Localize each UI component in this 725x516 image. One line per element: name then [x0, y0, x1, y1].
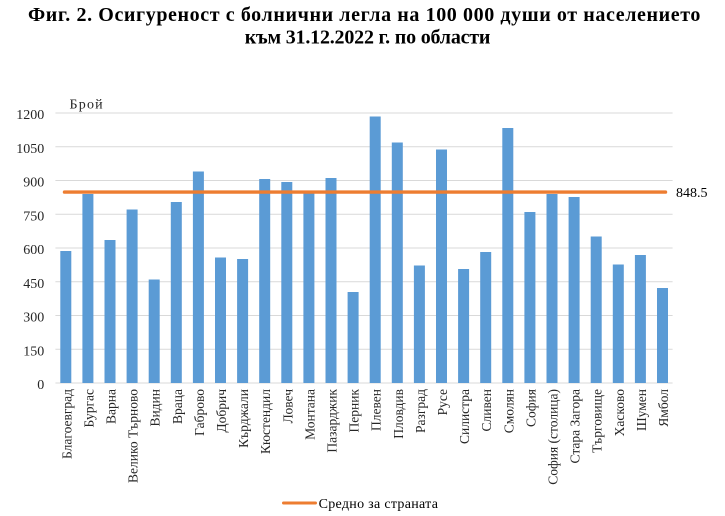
svg-text:Шумен: Шумен [634, 389, 649, 431]
svg-text:Сливен: Сливен [479, 389, 494, 431]
svg-text:Враца: Враца [170, 389, 185, 424]
svg-text:Силистра: Силистра [457, 389, 472, 444]
svg-text:Добрич: Добрич [214, 389, 229, 433]
svg-text:Русе: Русе [435, 389, 450, 415]
svg-text:Смолян: Смолян [501, 389, 516, 433]
svg-text:450: 450 [23, 277, 44, 292]
svg-text:Монтана: Монтана [302, 389, 317, 440]
svg-text:Ловеч: Ловеч [280, 389, 295, 424]
svg-text:0: 0 [37, 378, 44, 393]
svg-text:Кюстендил: Кюстендил [258, 389, 273, 454]
svg-text:Средно за страната: Средно за страната [319, 497, 439, 512]
svg-text:Търговище: Търговище [590, 389, 605, 453]
svg-text:Ямбол: Ямбол [656, 389, 671, 427]
svg-text:600: 600 [23, 243, 44, 258]
svg-text:300: 300 [23, 311, 44, 326]
svg-text:Габрово: Габрово [192, 389, 207, 436]
svg-text:Стара Загора: Стара Загора [568, 389, 583, 463]
svg-text:750: 750 [23, 209, 44, 224]
svg-text:Видин: Видин [148, 389, 163, 427]
svg-text:Разград: Разград [413, 389, 428, 433]
svg-text:София (столица): София (столица) [546, 389, 561, 485]
svg-text:Пазарджик: Пазарджик [325, 389, 340, 453]
svg-text:Кърджали: Кърджали [236, 389, 251, 448]
svg-text:900: 900 [23, 176, 44, 191]
svg-text:Бургас: Бургас [81, 389, 96, 427]
svg-text:към 31.12.2022 г. по области: към 31.12.2022 г. по области [245, 27, 491, 49]
svg-text:150: 150 [23, 344, 44, 359]
svg-text:Велико Търново: Велико Търново [126, 389, 141, 483]
svg-text:1200: 1200 [16, 108, 44, 123]
svg-text:Благоевград: Благоевград [59, 389, 74, 459]
svg-text:София: София [523, 389, 538, 427]
svg-text:Брой: Брой [70, 98, 104, 113]
svg-text:Фиг. 2. Осигуреност с болнични: Фиг. 2. Осигуреност с болнични легла на … [28, 4, 701, 26]
svg-text:Пловдив: Пловдив [391, 389, 406, 439]
svg-text:Хасково: Хасково [612, 389, 627, 437]
svg-text:Плевен: Плевен [369, 389, 384, 431]
svg-text:Варна: Варна [104, 389, 119, 424]
svg-text:848.5: 848.5 [676, 186, 708, 201]
svg-text:1050: 1050 [16, 142, 44, 157]
svg-text:Перник: Перник [347, 389, 362, 433]
